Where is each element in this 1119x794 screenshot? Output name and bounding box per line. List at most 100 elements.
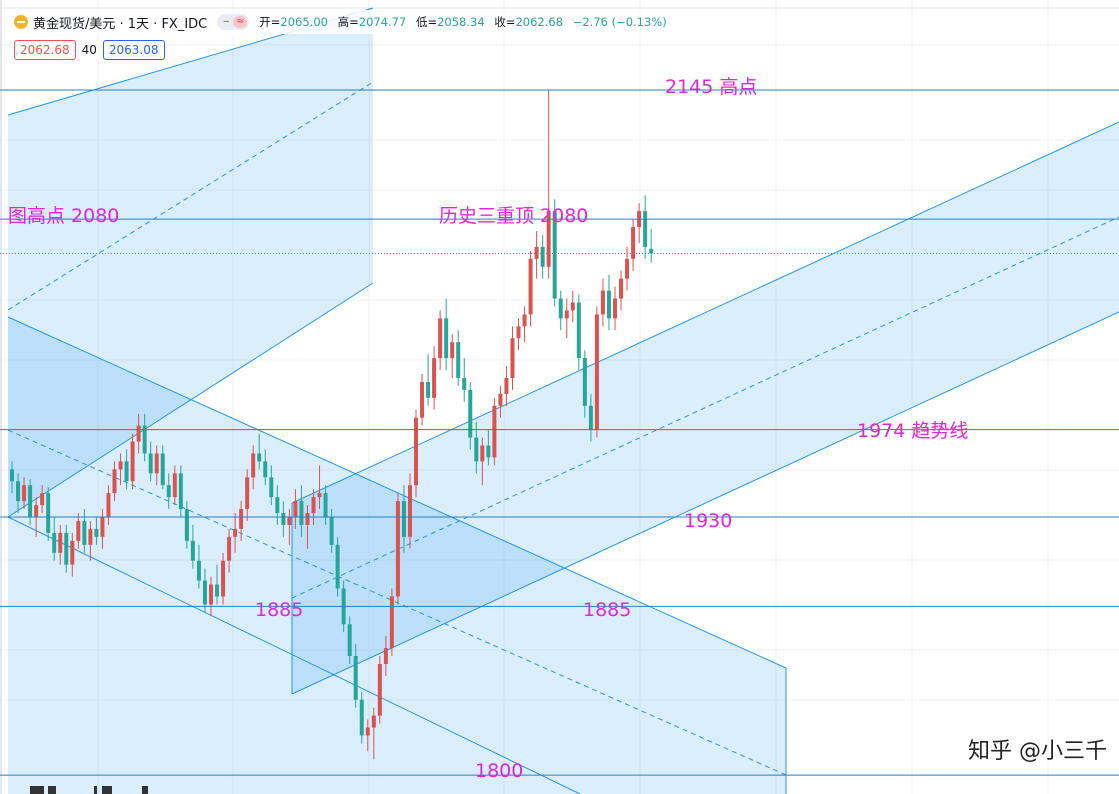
annotation-label: 2145 高点 [665,76,757,98]
candle-body [305,513,310,525]
candle-body [172,473,177,498]
candle-body [221,560,226,597]
open-label: 开= [259,15,281,29]
candle-body [100,517,105,537]
candle-body [58,532,63,553]
candle-body [16,481,21,502]
candle-body [281,513,286,525]
candle-body [106,493,111,517]
candle-body [631,227,636,259]
candle-body [88,528,93,545]
candle-body [492,405,497,458]
sell-price-button[interactable]: 2062.68 [14,40,76,60]
candle-body [371,715,376,728]
change-value: −2.76 (−0.13%) [572,15,667,29]
candle-body [233,528,238,537]
candle-body [359,699,364,736]
candle-body [136,425,141,442]
candle-body [251,453,256,478]
candle-body [450,342,455,359]
candle-body [528,258,533,315]
candle-body [534,246,539,259]
candle-body [269,477,274,498]
candle-body [643,211,648,247]
candle-body [395,501,400,597]
candle-body [299,501,304,525]
candle-body [34,505,39,517]
candle-body [287,517,292,525]
candle-body [619,278,624,299]
annotation-label: 历史三重顶 2080 [439,205,588,227]
candle-body [46,493,51,533]
candle-body [257,453,262,462]
candle-body [28,485,33,517]
horizontal-levels [0,89,1119,776]
candle-body [420,381,425,418]
candle-body [407,485,412,537]
candle-body [504,377,509,394]
annotation-label: 1974 趋势线 [857,420,968,442]
ohlc-readout: 开=2065.00 高=2074.77 低=2058.34 收=2062.68 … [259,14,672,30]
candle-body [94,528,99,537]
candle-body [208,584,213,605]
candle-body [160,453,165,486]
candle-body [383,648,388,664]
candle-body [426,381,431,398]
symbol-legend: 黄金现货/美元 · 1天 · FX_IDC ‒ ≈ 开=2065.00 高=20… [14,10,677,34]
candle-body [468,389,473,438]
candle-body [64,532,69,565]
candle-body [329,517,334,545]
candle-body [474,437,479,462]
author-watermark: 知乎 @小三千 [968,739,1107,764]
channel-asc-mid [291,216,1119,599]
candle-body [576,302,581,359]
annotation-label: 1800 [475,760,523,782]
channel-desc-mid [7,429,787,776]
candle-body [227,536,232,561]
candle-body [178,473,183,510]
wave-icon[interactable]: ≈ [233,16,248,28]
trend-channels [7,7,1119,794]
candle-body [444,318,449,359]
candle-body [323,493,328,517]
indicator-toggle[interactable]: ‒ ≈ [217,14,250,30]
candle-body [510,338,515,378]
candle-body [377,663,382,716]
channel-asc-lower [291,311,1119,695]
candle-body [552,211,557,299]
candle-body [438,318,443,359]
candle-body [82,520,87,545]
candle-body [124,461,129,482]
candle-body [480,445,485,462]
candle-body [613,298,617,319]
candle-body [22,485,27,502]
buy-price-button[interactable]: 2063.08 [102,40,165,60]
candle-body [414,417,419,486]
symbol-title[interactable]: 黄金现货/美元 · 1天 · FX_IDC [33,16,208,32]
candle-body [516,326,521,339]
candle-body [594,314,599,430]
candle-body [10,469,14,482]
minus-icon[interactable]: ‒ [223,16,230,27]
spread-value: 40 [81,43,97,57]
candle-body [148,453,153,474]
candle-body [564,310,569,319]
candle-body [625,258,630,279]
annotation-label: 1885 [583,599,631,621]
candle-body [522,314,527,327]
candle-body [606,290,611,319]
candle-body [353,656,358,700]
candle-body [142,425,147,454]
candle-body [365,727,370,736]
candle-body [600,290,605,315]
candle-body [401,501,406,537]
bid-ask-box: 2062.68 40 2063.08 [14,40,169,60]
channel-desc-upper [7,316,787,669]
candle-body [40,493,45,506]
candle-body [317,493,322,498]
open-value: 2065.00 [280,15,328,29]
candle-body [498,393,503,406]
